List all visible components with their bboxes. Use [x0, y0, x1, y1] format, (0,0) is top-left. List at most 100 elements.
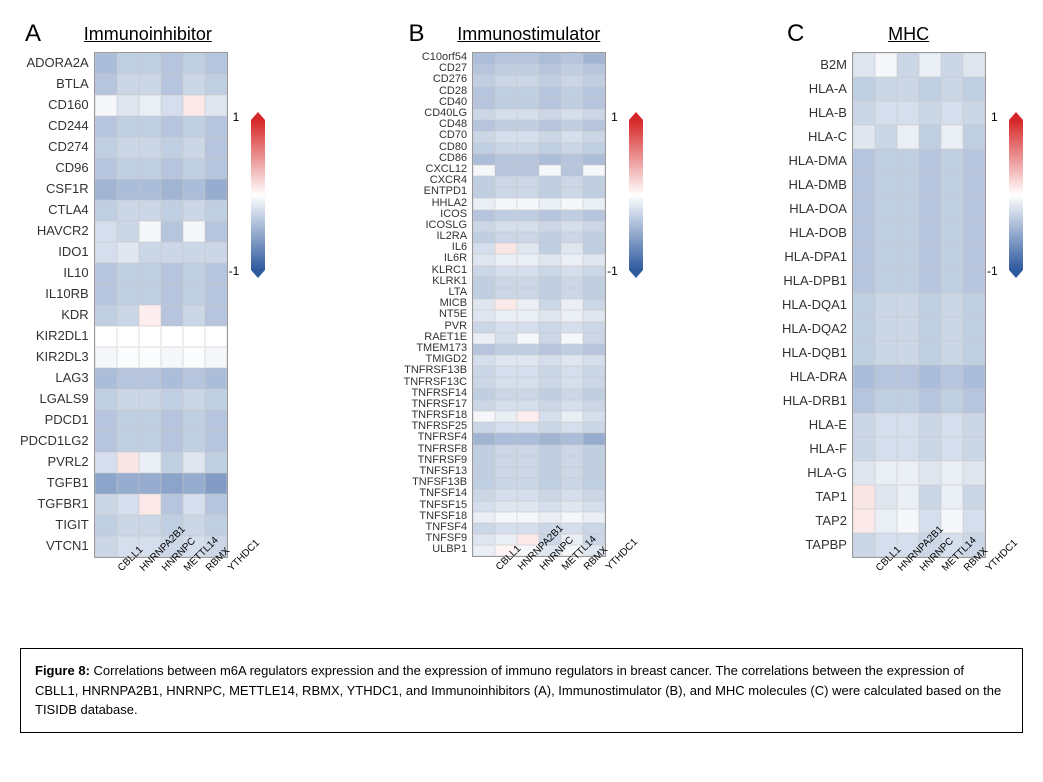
heatmap-cell: [161, 74, 183, 95]
heatmap-cell: [963, 341, 985, 365]
heatmap-area: ADORA2ABTLACD160CD244CD274CD96CSF1RCTLA4…: [20, 52, 265, 628]
heatmap-cell: [95, 431, 117, 452]
heatmap-cell: [161, 284, 183, 305]
heatmap-cell: [183, 221, 205, 242]
heatmap-cell: [473, 445, 495, 456]
heatmap-cell: [495, 120, 517, 131]
heatmap-cell: [583, 143, 605, 154]
heatmap-cell: [117, 74, 139, 95]
heatmap-cell: [583, 411, 605, 422]
heatmap-cell: [583, 64, 605, 75]
heatmap-cell: [517, 389, 539, 400]
heatmap-cell: [517, 131, 539, 142]
heatmap-cell: [139, 137, 161, 158]
row-label: CD96: [55, 157, 91, 178]
heatmap-cell: [853, 485, 875, 509]
heatmap-cell: [561, 53, 583, 64]
heatmap-cell: [205, 431, 227, 452]
heatmap-cell: [161, 368, 183, 389]
heatmap-cell: [495, 456, 517, 467]
heatmap-cell: [495, 75, 517, 86]
heatmap-cell: [95, 158, 117, 179]
col-label: YTHDC1: [226, 538, 262, 574]
heatmap-cell: [495, 165, 517, 176]
heatmap-cell: [183, 53, 205, 74]
row-label: CD244: [48, 115, 91, 136]
heatmap-cell: [205, 242, 227, 263]
heatmap-cell: [473, 333, 495, 344]
heatmap-cell: [473, 322, 495, 333]
heatmap-cell: [941, 53, 963, 77]
heatmap-cell: [473, 478, 495, 489]
row-label: CD274: [48, 136, 91, 157]
heatmap-cell: [583, 109, 605, 120]
heatmap-cell: [473, 523, 495, 534]
heatmap-cell: [583, 53, 605, 64]
heatmap-cell: [583, 467, 605, 478]
heatmap-cell: [875, 269, 897, 293]
heatmap-cell: [561, 131, 583, 142]
heatmap-cell: [495, 187, 517, 198]
row-label: HLA-DQA1: [782, 292, 850, 316]
heatmap-cell: [539, 501, 561, 512]
heatmap-cell: [495, 310, 517, 321]
heatmap-cell: [473, 411, 495, 422]
heatmap-cell: [517, 299, 539, 310]
row-label: HLA-G: [807, 460, 850, 484]
heatmap-cell: [583, 456, 605, 467]
heatmap-cell: [473, 165, 495, 176]
heatmap-cell: [95, 263, 117, 284]
heatmap-cell: [139, 158, 161, 179]
heatmap-cell: [539, 478, 561, 489]
heatmap-cell: [517, 254, 539, 265]
heatmap-cell: [941, 245, 963, 269]
heatmap-cell: [539, 333, 561, 344]
heatmap-cell: [517, 277, 539, 288]
heatmap-cell: [183, 410, 205, 431]
heatmap-cell: [117, 242, 139, 263]
heatmap-cell: [183, 200, 205, 221]
row-label: ADORA2A: [27, 52, 92, 73]
heatmap-cell: [517, 501, 539, 512]
panel-header: CMHC: [782, 20, 1023, 48]
heatmap-grid: [94, 52, 228, 558]
heatmap-cell: [561, 277, 583, 288]
heatmap-cell: [919, 389, 941, 413]
heatmap-cell: [941, 341, 963, 365]
heatmap-cell: [583, 98, 605, 109]
grid-wrap: CBLL1HNRNPA2B1HNRNPCMETTL14RBMXYTHDC1: [94, 52, 228, 628]
heatmap-cell: [963, 365, 985, 389]
heatmap-cell: [897, 269, 919, 293]
heatmap-cell: [963, 509, 985, 533]
heatmap-cell: [539, 422, 561, 433]
heatmap-cell: [875, 341, 897, 365]
heatmap-cell: [117, 473, 139, 494]
heatmap-cell: [897, 245, 919, 269]
heatmap-cell: [139, 452, 161, 473]
heatmap-cell: [473, 456, 495, 467]
heatmap-cell: [205, 515, 227, 536]
heatmap-cell: [117, 305, 139, 326]
heatmap-cell: [561, 344, 583, 355]
row-labels: ADORA2ABTLACD160CD244CD274CD96CSF1RCTLA4…: [20, 52, 92, 556]
heatmap-cell: [853, 245, 875, 269]
heatmap-cell: [473, 154, 495, 165]
heatmap-cell: [583, 277, 605, 288]
heatmap-cell: [473, 187, 495, 198]
heatmap-cell: [117, 221, 139, 242]
row-label: TGFBR1: [37, 493, 91, 514]
heatmap-cell: [941, 365, 963, 389]
row-label: LGALS9: [39, 388, 91, 409]
heatmap-cell: [561, 411, 583, 422]
heatmap-cell: [205, 116, 227, 137]
heatmap-cell: [495, 154, 517, 165]
heatmap-cell: [941, 77, 963, 101]
heatmap-cell: [517, 523, 539, 534]
heatmap-cell: [517, 154, 539, 165]
row-label: HLA-A: [809, 76, 850, 100]
heatmap-cell: [517, 478, 539, 489]
heatmap-cell: [139, 95, 161, 116]
heatmap-cell: [517, 355, 539, 366]
heatmap-cell: [963, 461, 985, 485]
heatmap-cell: [539, 176, 561, 187]
